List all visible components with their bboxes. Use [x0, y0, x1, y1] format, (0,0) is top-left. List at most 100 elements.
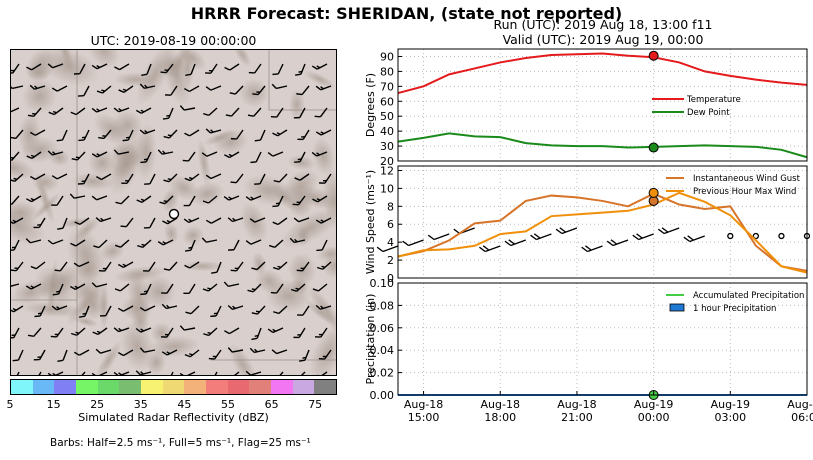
wind-barb — [293, 107, 306, 119]
colorbar-swatch — [292, 380, 315, 394]
wind-barb — [11, 83, 24, 90]
x-tick-label-time: 00:00 — [638, 411, 670, 424]
wind-barb — [70, 107, 86, 116]
wind-barb — [316, 261, 332, 270]
wind-barb — [657, 227, 680, 235]
y-tick-label: 12 — [380, 164, 394, 177]
wind-barb — [114, 239, 130, 248]
wind-barb — [47, 239, 64, 245]
wind-barb — [230, 129, 244, 140]
wind-barb — [51, 195, 64, 206]
wind-barb — [118, 85, 134, 93]
wind-barb — [315, 217, 332, 224]
wind-barb — [273, 173, 288, 183]
wind-barb — [47, 150, 64, 156]
wind-barb — [47, 63, 64, 69]
wind-barb — [294, 173, 310, 181]
wind-barb — [25, 283, 42, 290]
wind-barb — [427, 233, 450, 241]
wind-barb — [318, 349, 332, 360]
wind-barb — [77, 173, 90, 185]
wind-barb — [140, 151, 152, 164]
wind-barb — [296, 85, 310, 96]
current-time-marker — [648, 187, 659, 198]
colorbar-swatch — [32, 380, 55, 394]
y-tick-label: 50 — [380, 110, 394, 123]
wind-barb — [120, 217, 134, 228]
wind-barb — [223, 281, 240, 287]
wind-barb — [115, 195, 130, 205]
wind-barb — [251, 261, 266, 271]
wind-barb — [224, 63, 240, 71]
legend-label: 1 hour Precipitation — [693, 304, 776, 314]
legend-label: Previous Hour Max Wind — [693, 187, 796, 197]
plot-frame — [397, 165, 808, 279]
y-tick-label: 8 — [387, 200, 394, 213]
colorbar-tick-label: 65 — [264, 398, 279, 411]
wind-barb — [251, 327, 262, 341]
wind-barb — [182, 151, 196, 162]
wind-barb — [296, 371, 306, 375]
wind-barb — [249, 217, 266, 223]
wind-barb — [727, 232, 734, 240]
wind-barb — [225, 107, 240, 117]
wind-barb — [137, 239, 152, 249]
y-tick-label: 20 — [380, 155, 394, 168]
wind-barb — [163, 129, 178, 139]
current-time-marker — [648, 142, 659, 153]
y-tick-label: 0.02 — [370, 367, 395, 380]
wind-barb — [160, 63, 174, 74]
wind-barb — [271, 349, 288, 355]
wind-barb — [479, 245, 501, 253]
colorbar-tick-label: 45 — [177, 398, 192, 411]
x-tick-label-date: Aug-19 — [711, 398, 750, 411]
wind-barb — [91, 282, 108, 288]
wind-barb — [311, 63, 328, 70]
wind-barb — [51, 305, 68, 311]
wind-barb — [52, 283, 64, 296]
wind-barb — [224, 327, 240, 335]
legend-label: Instantaneous Wind Gust — [693, 174, 801, 184]
station-marker — [168, 208, 180, 220]
wind-barb — [290, 283, 306, 292]
wind-barb — [33, 217, 46, 229]
wind-barb — [11, 305, 24, 313]
wind-barb — [11, 327, 20, 339]
y-tick-label: 6 — [387, 218, 394, 231]
y-tick-label: 40 — [380, 125, 394, 138]
wind-barb — [227, 347, 244, 353]
wind-barb — [143, 217, 156, 229]
wind-barb — [315, 304, 332, 310]
wind-barb — [11, 129, 24, 140]
wind-barb — [27, 327, 42, 338]
wind-barb — [57, 349, 68, 363]
wind-barb — [161, 327, 174, 338]
wind-barb — [98, 129, 112, 140]
wind-barb — [312, 195, 328, 203]
colorbar-swatch — [314, 380, 337, 394]
wind-barb — [78, 85, 90, 97]
y-tick-label: 0.00 — [370, 389, 395, 402]
wind-barb — [205, 85, 222, 91]
wind-barb — [114, 283, 130, 292]
y-tick-label: 70 — [380, 80, 394, 93]
colorbar-tick-label: 35 — [133, 398, 148, 411]
wind-barb — [33, 349, 46, 361]
current-time-marker — [648, 50, 659, 61]
wind-barb — [245, 239, 262, 245]
wind-barb — [70, 239, 86, 247]
wind-barb — [159, 195, 174, 205]
colorbar-swatch — [141, 380, 163, 394]
wind-barb — [74, 217, 90, 225]
wind-barb — [319, 173, 332, 184]
wind-barb — [271, 83, 288, 90]
wind-barb — [183, 195, 196, 207]
wind-barb — [267, 327, 284, 334]
reflectivity-colorbar — [10, 379, 337, 395]
x-tick-label-date: Aug-18 — [404, 398, 443, 411]
wind-barb — [270, 283, 284, 294]
wind-barb — [297, 129, 310, 141]
wind-barb — [272, 63, 284, 76]
wind-barb — [296, 261, 310, 272]
